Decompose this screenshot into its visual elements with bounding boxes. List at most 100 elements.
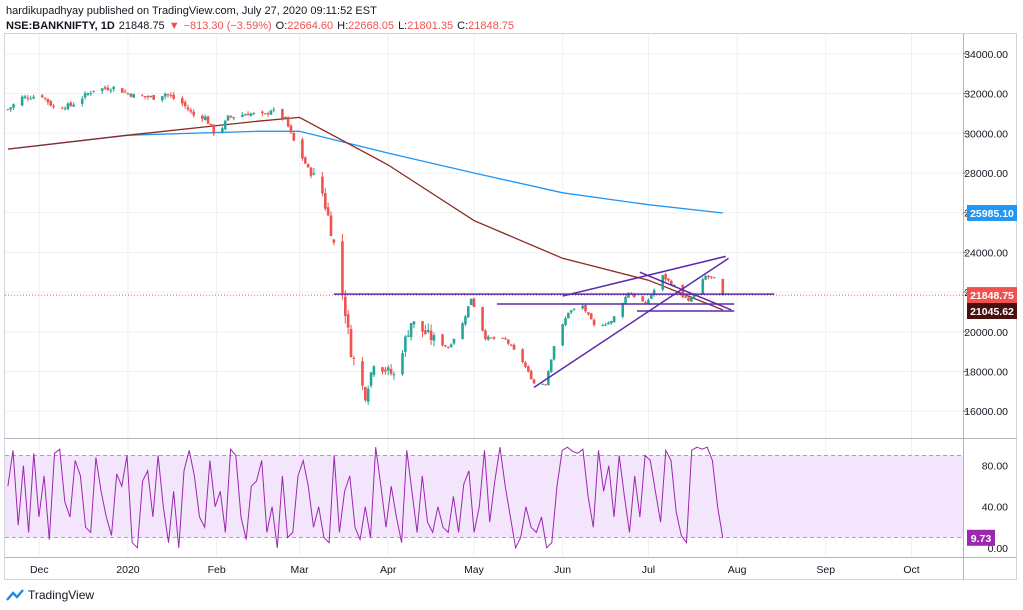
candle-body [644,302,647,304]
candle-body [29,98,33,100]
candle-body [332,239,336,243]
candle-body [152,94,156,100]
candle-body [169,95,173,97]
symbol-label[interactable]: NSE:BANKNIFTY, 1D [6,20,115,32]
trend-line-drawing [533,257,729,388]
moving-average-line [7,130,723,214]
candle-body [664,274,667,280]
candle-body [684,296,687,298]
candle-body [627,292,630,298]
axes: 34000.0032000.0030000.0028000.0026000.00… [5,34,1017,580]
candle-body [529,370,533,380]
candle-body [120,88,124,93]
candle-body [266,113,270,115]
candle-body [446,347,450,349]
candle-body [721,278,725,296]
candles [5,85,963,405]
candle-body [469,298,473,306]
price-tick-label: 20000.00 [964,327,1008,339]
candle-body [604,324,607,326]
candle-body [366,388,370,402]
candle-body [392,374,396,376]
brand-name[interactable]: TradingView [28,588,95,602]
candle-body [652,290,656,296]
candle-body [412,321,416,325]
candle-body [521,349,524,363]
candle-body [549,359,553,372]
candle-body [143,96,147,98]
price-labels: 25985.10 21848.75 21045.62 9.73 [967,204,1017,546]
candle-body [452,338,456,344]
candle-body [183,102,187,107]
candle-body [246,113,250,116]
rsi-label-text: 9.73 [971,533,992,545]
candle-body [512,344,516,350]
candle-body [352,357,356,359]
price-tick-label: 34000.00 [964,49,1008,61]
candle-body [667,278,670,281]
candle-body [66,103,70,109]
candle-body [146,96,150,98]
rsi-band-fill [5,455,963,538]
low-value: 21801.35 [407,20,454,32]
candle-body [243,114,247,116]
candle-body [132,94,135,98]
open-label: O: [275,20,288,32]
candle-body [489,337,493,339]
candle-body [221,128,224,133]
candle-body [712,277,716,279]
candle-body [346,314,350,328]
candle-body [707,275,710,278]
rsi-tick-label: 80.00 [982,461,1008,473]
open-value: 22664.60 [287,20,334,32]
trend-line-drawing [562,255,726,297]
candle-body [641,296,645,302]
candle-body [386,367,390,371]
candle-body [341,241,344,293]
candle-body [60,107,64,109]
time-tick-label: Dec [30,564,49,576]
last-price: 21848.75 [118,20,165,32]
candle-body [80,98,84,104]
candle-body [710,276,713,278]
candle-body [181,98,184,104]
candle-body [12,104,15,108]
candle-body [232,117,236,119]
candle-body [126,93,130,95]
candle-body [612,316,616,323]
candle-body [524,362,527,367]
footer: TradingView [6,588,94,602]
candle-body [670,280,673,286]
candle-body [409,323,413,338]
candle-body [406,335,410,337]
candle-body [269,110,273,115]
trend-drawings[interactable] [333,255,775,388]
candle-body [203,116,207,121]
candle-body [209,123,213,126]
candle-body [647,299,650,304]
candle-body [589,313,593,320]
candle-body [226,115,230,121]
price-label-text: 21045.62 [970,306,1014,318]
candle-body [349,328,353,358]
candle-body [189,110,193,112]
candle-body [509,344,513,346]
candle-body [501,337,504,339]
candle-body [552,346,556,360]
candle-body [149,96,153,98]
candle-body [609,321,613,324]
candle-body [86,93,90,95]
candle-body [252,112,256,114]
candle-body [212,124,216,134]
low-label: L: [398,20,408,32]
candle-body [527,366,530,372]
candle-body [89,93,93,95]
rsi-line [7,446,724,550]
candle-body [321,176,324,194]
candle-body [681,285,685,297]
candle-body [123,91,127,93]
candle-body [481,306,484,331]
candle-body [9,107,13,110]
candle-body [541,383,544,385]
